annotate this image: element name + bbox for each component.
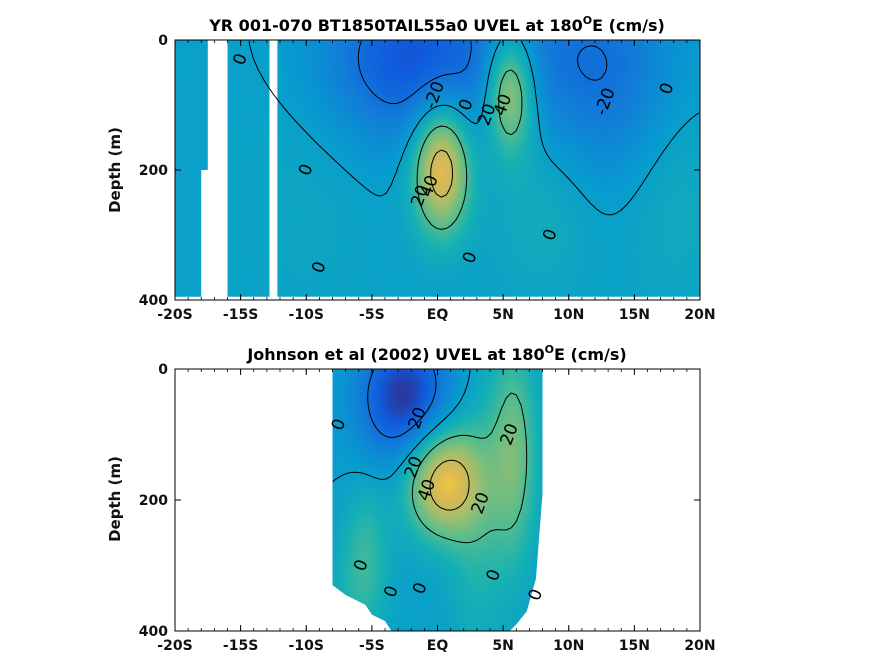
x-tick-label: -15S xyxy=(223,638,258,654)
y-tick-label: 0 xyxy=(158,33,168,49)
bottom-panel: Johnson et al (2002) UVEL at 180OE (cm/s… xyxy=(106,343,716,654)
x-tick-label: -5S xyxy=(359,307,385,323)
x-tick-label: -10S xyxy=(289,307,324,323)
x-tick-label: -20S xyxy=(157,638,192,654)
top-panel-axes: -20S -15S -10S -5S EQ 5N 10N 15N 20N 0 200 400 xyxy=(139,33,716,323)
x-tick-label: 20N xyxy=(684,307,715,323)
x-tick-label: EQ xyxy=(427,307,449,323)
top-panel-data-gaps xyxy=(201,40,278,300)
data-gap-2 xyxy=(269,40,278,300)
x-tick-label: EQ xyxy=(427,638,449,654)
data-gap-0 xyxy=(207,40,228,300)
top-panel-title: YR 001-070 BT1850TAIL55a0 UVEL at 180OE … xyxy=(208,14,665,35)
y-tick-label: 400 xyxy=(139,293,168,309)
x-tick-label: -15S xyxy=(223,307,258,323)
contour-line-40 xyxy=(430,149,453,198)
contour-line-0 xyxy=(332,369,543,631)
top-panel-y-axis-label: Depth (m) xyxy=(106,127,124,213)
x-tick-label: 10N xyxy=(553,307,584,323)
x-tick-label: 20N xyxy=(684,638,715,654)
x-tick-label: 5N xyxy=(492,307,513,323)
top-panel-heatmap xyxy=(175,40,700,297)
contour-line-40 xyxy=(429,459,470,511)
x-tick-label: -5S xyxy=(359,638,385,654)
bottom-panel-y-axis-label: Depth (m) xyxy=(106,456,124,542)
bottom-panel-axes: -20S -15S -10S -5S EQ 5N 10N 15N 20N 0 200 400 xyxy=(139,362,716,654)
contour-line-0 xyxy=(248,40,700,216)
x-tick-label: -10S xyxy=(289,638,324,654)
x-tick-label: 15N xyxy=(619,307,650,323)
x-tick-label: 5N xyxy=(492,638,513,654)
contour-line-20 xyxy=(416,69,523,230)
x-tick-label: -20S xyxy=(157,307,192,323)
y-tick-label: 400 xyxy=(139,624,168,640)
x-tick-label: 15N xyxy=(619,638,650,654)
contour-line-20 xyxy=(411,392,528,544)
x-tick-label: 10N xyxy=(553,638,584,654)
top-panel: YR 001-070 BT1850TAIL55a0 UVEL at 180OE … xyxy=(106,14,716,323)
y-tick-label: 200 xyxy=(139,493,168,509)
bottom-panel-contours xyxy=(332,369,543,631)
y-tick-label: 200 xyxy=(139,163,168,179)
bottom-panel-heatmap xyxy=(332,369,543,631)
bottom-panel-title: Johnson et al (2002) UVEL at 180OE (cm/s… xyxy=(246,343,626,364)
top-panel-contours xyxy=(248,40,700,230)
y-tick-label: 0 xyxy=(158,362,168,378)
contour-line--20 xyxy=(367,369,437,439)
contour-line--20 xyxy=(357,40,608,105)
data-gap-1 xyxy=(201,170,210,300)
